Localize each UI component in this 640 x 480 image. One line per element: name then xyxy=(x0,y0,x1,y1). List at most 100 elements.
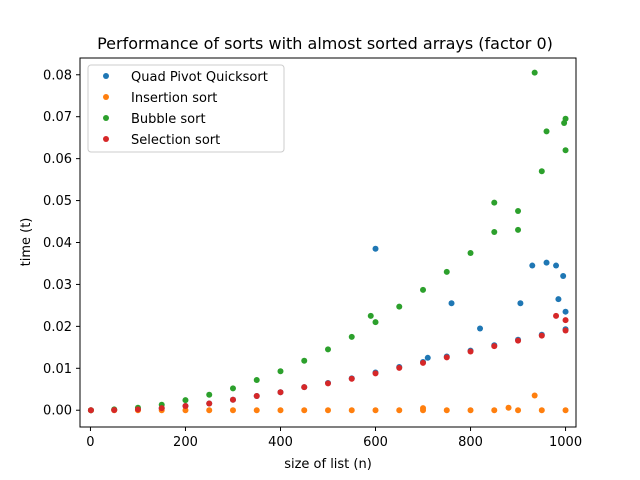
data-point xyxy=(420,286,427,293)
data-point xyxy=(348,375,355,382)
data-point xyxy=(420,405,427,412)
data-point xyxy=(158,405,165,412)
x-tick-label: 400 xyxy=(268,435,293,450)
y-axis-title: time (t) xyxy=(19,218,34,267)
x-tick-label: 0 xyxy=(86,435,94,450)
data-point xyxy=(182,397,189,404)
data-point xyxy=(348,407,355,414)
data-point xyxy=(515,337,522,344)
legend-box xyxy=(87,64,285,153)
data-point xyxy=(562,147,569,154)
data-point xyxy=(206,407,213,414)
x-axis-title: size of list (n) xyxy=(284,457,372,472)
series-2-points xyxy=(87,69,569,414)
data-point xyxy=(229,385,236,392)
data-point xyxy=(420,359,427,366)
data-point xyxy=(531,392,538,399)
data-point xyxy=(229,396,236,403)
y-tick-label: 0.03 xyxy=(43,278,72,293)
data-point xyxy=(424,354,431,361)
data-point xyxy=(491,407,498,414)
data-point xyxy=(517,300,524,307)
data-point xyxy=(111,407,118,414)
data-point xyxy=(555,296,562,303)
data-point xyxy=(182,407,189,414)
data-point xyxy=(206,400,213,407)
data-point xyxy=(467,249,474,256)
data-point xyxy=(87,407,94,414)
x-tick-label: 200 xyxy=(173,435,198,450)
data-point xyxy=(396,303,403,310)
data-point xyxy=(325,346,331,353)
x-tick-label: 800 xyxy=(458,435,483,450)
data-point xyxy=(134,406,141,413)
data-point xyxy=(538,332,545,339)
data-point xyxy=(553,312,560,319)
data-point xyxy=(515,208,522,215)
data-point xyxy=(515,407,522,414)
data-point xyxy=(206,391,213,398)
chart-title: Performance of sorts with almost sorted … xyxy=(97,34,553,53)
data-point xyxy=(372,407,379,414)
data-point xyxy=(229,407,236,414)
data-point xyxy=(553,262,560,269)
y-tick-label: 0.05 xyxy=(43,194,72,209)
data-point xyxy=(182,403,189,410)
data-point xyxy=(562,327,569,334)
data-point xyxy=(491,343,498,350)
data-point xyxy=(372,245,379,252)
legend-label: Selection sort xyxy=(131,133,220,148)
data-point xyxy=(396,364,403,371)
data-point xyxy=(477,325,484,332)
y-tick-label: 0.00 xyxy=(43,404,72,419)
data-point xyxy=(253,392,260,399)
legend-marker xyxy=(103,94,109,100)
data-point xyxy=(561,119,568,126)
data-point xyxy=(515,226,522,233)
data-point xyxy=(301,384,308,391)
data-point xyxy=(443,268,450,275)
data-point xyxy=(562,407,569,414)
data-point xyxy=(348,333,355,340)
data-point xyxy=(277,389,284,396)
data-point xyxy=(301,407,308,414)
y-tick-label: 0.07 xyxy=(43,110,72,125)
data-point xyxy=(491,199,498,206)
y-tick-label: 0.04 xyxy=(43,236,72,251)
legend-label: Insertion sort xyxy=(131,91,217,106)
y-tick-label: 0.08 xyxy=(43,68,72,83)
data-point xyxy=(543,128,550,135)
data-point xyxy=(443,354,450,361)
data-point xyxy=(467,348,474,355)
data-point xyxy=(443,407,450,414)
data-point xyxy=(562,308,569,315)
legend: Quad Pivot Quicksort Insertion sort Bubble… xyxy=(87,64,285,153)
y-tick-label: 0.01 xyxy=(43,362,72,377)
data-point xyxy=(543,259,550,266)
points-layer xyxy=(87,69,569,414)
data-point xyxy=(253,407,260,414)
data-point xyxy=(372,319,379,326)
data-point xyxy=(467,407,474,414)
data-point xyxy=(538,407,545,414)
data-point xyxy=(560,273,567,280)
legend-marker xyxy=(103,73,109,79)
data-point xyxy=(367,312,374,319)
data-point xyxy=(277,407,284,414)
data-point xyxy=(448,300,455,307)
legend-label: Quad Pivot Quicksort xyxy=(131,70,268,85)
data-point xyxy=(529,262,536,269)
legend-label: Bubble sort xyxy=(131,112,206,127)
data-point xyxy=(301,357,308,364)
data-point xyxy=(562,317,569,324)
legend-marker xyxy=(103,115,109,121)
data-point xyxy=(531,69,538,76)
legend-marker xyxy=(103,136,109,142)
data-point xyxy=(325,407,331,414)
y-tick-label: 0.02 xyxy=(43,320,72,335)
data-point xyxy=(277,368,284,375)
ticks-layer: 0 200 400 600 800 1000 0.00 0.01 0.02 0.03 0.04 0.0… xyxy=(43,68,582,450)
data-point xyxy=(396,407,403,414)
x-tick-label: 1000 xyxy=(549,435,582,450)
